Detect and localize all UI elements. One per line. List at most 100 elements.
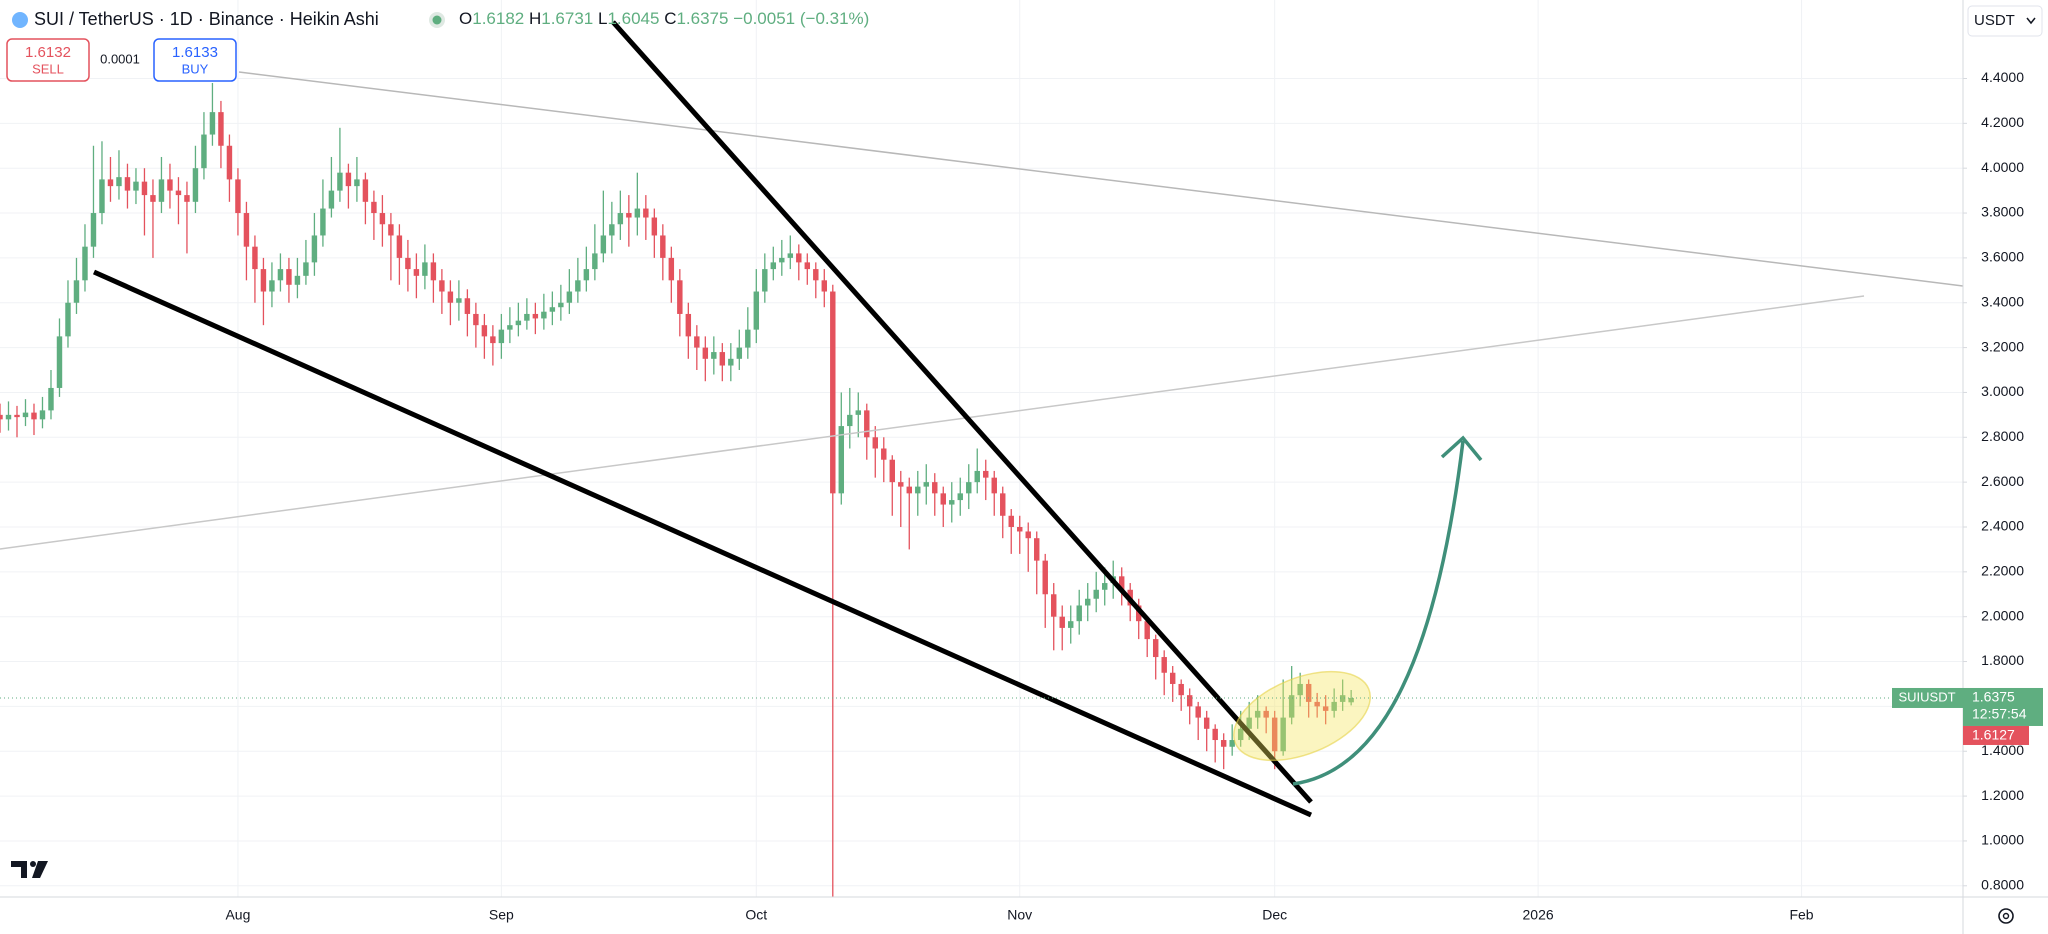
candle-body	[286, 269, 292, 285]
candle-body	[940, 493, 946, 505]
y-tick-label: 3.2000	[1981, 338, 2024, 354]
candle-body	[22, 412, 29, 418]
sell-button[interactable]	[6, 38, 90, 82]
candle-body	[677, 280, 683, 314]
candle-body	[830, 291, 836, 494]
candle-body	[719, 352, 726, 366]
candle-body	[388, 224, 394, 236]
candle-body	[82, 246, 88, 281]
candle-body	[609, 224, 615, 236]
gray-trendline	[238, 71, 1963, 287]
candle-body	[184, 195, 190, 202]
axis: 0.80001.00001.20001.40001.60001.80002.00…	[225, 69, 2024, 923]
candle-body	[1085, 598, 1091, 606]
symbol-tag-label: SUIUSDT	[1898, 689, 1955, 704]
candle-body	[779, 257, 785, 263]
drawings	[0, 20, 1963, 818]
candle-body	[600, 235, 607, 254]
candle-body	[235, 179, 241, 214]
candle-body	[1068, 621, 1074, 628]
countdown-label: 12:57:54	[1972, 706, 2027, 722]
buy-label: BUY	[182, 61, 209, 76]
candle-body	[668, 257, 675, 281]
buy-button[interactable]	[153, 38, 237, 82]
candle-body	[56, 336, 63, 388]
candle-body	[167, 179, 173, 191]
currency-dropdown[interactable]	[1967, 5, 2043, 37]
highlight-ellipse	[1232, 670, 1372, 762]
candle-body	[1339, 695, 1346, 702]
wedge-resistance-line	[611, 20, 1313, 804]
candle-body	[1186, 695, 1193, 707]
candle-body	[1144, 621, 1150, 640]
ohlc-value: 1.6375	[676, 9, 728, 28]
grid	[0, 0, 1963, 897]
candle-body	[881, 448, 887, 460]
candle-body	[379, 213, 386, 225]
ohlc-value: 1.6045	[607, 9, 659, 28]
candle-body	[1271, 717, 1278, 752]
candle-body	[736, 347, 743, 359]
candle-body	[770, 262, 777, 270]
ohlc-value: 1.6182	[472, 9, 524, 28]
candle-body	[558, 302, 564, 308]
candle-body	[660, 235, 666, 258]
candle-body	[141, 181, 148, 196]
bid-price-tag	[1963, 725, 2029, 745]
candle-body	[1178, 683, 1184, 696]
candle-body	[898, 482, 904, 487]
candle-body	[694, 336, 700, 348]
ohlc-value: 1.6731	[541, 9, 593, 28]
candle-body	[804, 262, 811, 270]
candle-body	[617, 213, 624, 225]
candle-body	[702, 347, 709, 359]
candle-body	[320, 208, 326, 236]
candle-body	[498, 329, 505, 344]
candle-body	[932, 482, 938, 494]
buy-price: 1.6133	[172, 44, 218, 61]
bid-price-label: 1.6127	[1972, 727, 2015, 743]
candle-body	[974, 470, 980, 483]
candle-body	[1152, 639, 1159, 658]
candle-body	[643, 208, 649, 218]
change-value: −0.0051 (−0.31%)	[733, 9, 869, 28]
symbol-icon	[12, 12, 28, 28]
candle-body	[515, 320, 522, 326]
candle-body	[1314, 701, 1320, 707]
candle-body	[991, 477, 997, 494]
x-tick-label: Oct	[745, 907, 767, 923]
candle-body	[337, 172, 343, 191]
candle-body	[362, 179, 369, 202]
candle-body	[243, 213, 250, 247]
candle-body	[906, 486, 912, 494]
candle-body	[99, 179, 105, 214]
candle-body	[473, 313, 479, 326]
candle-body	[745, 329, 751, 348]
candle-body	[838, 426, 845, 494]
candle-body	[31, 412, 37, 420]
y-tick-label: 2.0000	[1981, 607, 2024, 623]
ohlc-label: O	[459, 9, 472, 28]
candle-body	[855, 410, 862, 415]
candle-body	[1331, 701, 1337, 711]
candle-body	[116, 177, 122, 187]
candle-body	[753, 291, 760, 330]
sell-price: 1.6132	[25, 44, 71, 61]
y-tick-label: 2.4000	[1981, 518, 2024, 534]
candle-body	[728, 358, 734, 366]
settings-button[interactable]	[1998, 908, 2014, 924]
projection-arrow	[1292, 440, 1465, 786]
last-price-tag	[1963, 687, 2043, 726]
candle-body	[1254, 710, 1261, 718]
candle-body	[1263, 710, 1269, 718]
candle-body	[252, 246, 258, 270]
last-price-label: 1.6375	[1972, 689, 2015, 705]
candle-body	[405, 257, 411, 270]
x-tick-label: Feb	[1789, 907, 1813, 923]
candle-body	[48, 387, 54, 411]
candle-body	[872, 437, 878, 449]
candle-body	[192, 168, 199, 202]
candle-body	[413, 269, 420, 276]
logo-part	[32, 861, 48, 878]
